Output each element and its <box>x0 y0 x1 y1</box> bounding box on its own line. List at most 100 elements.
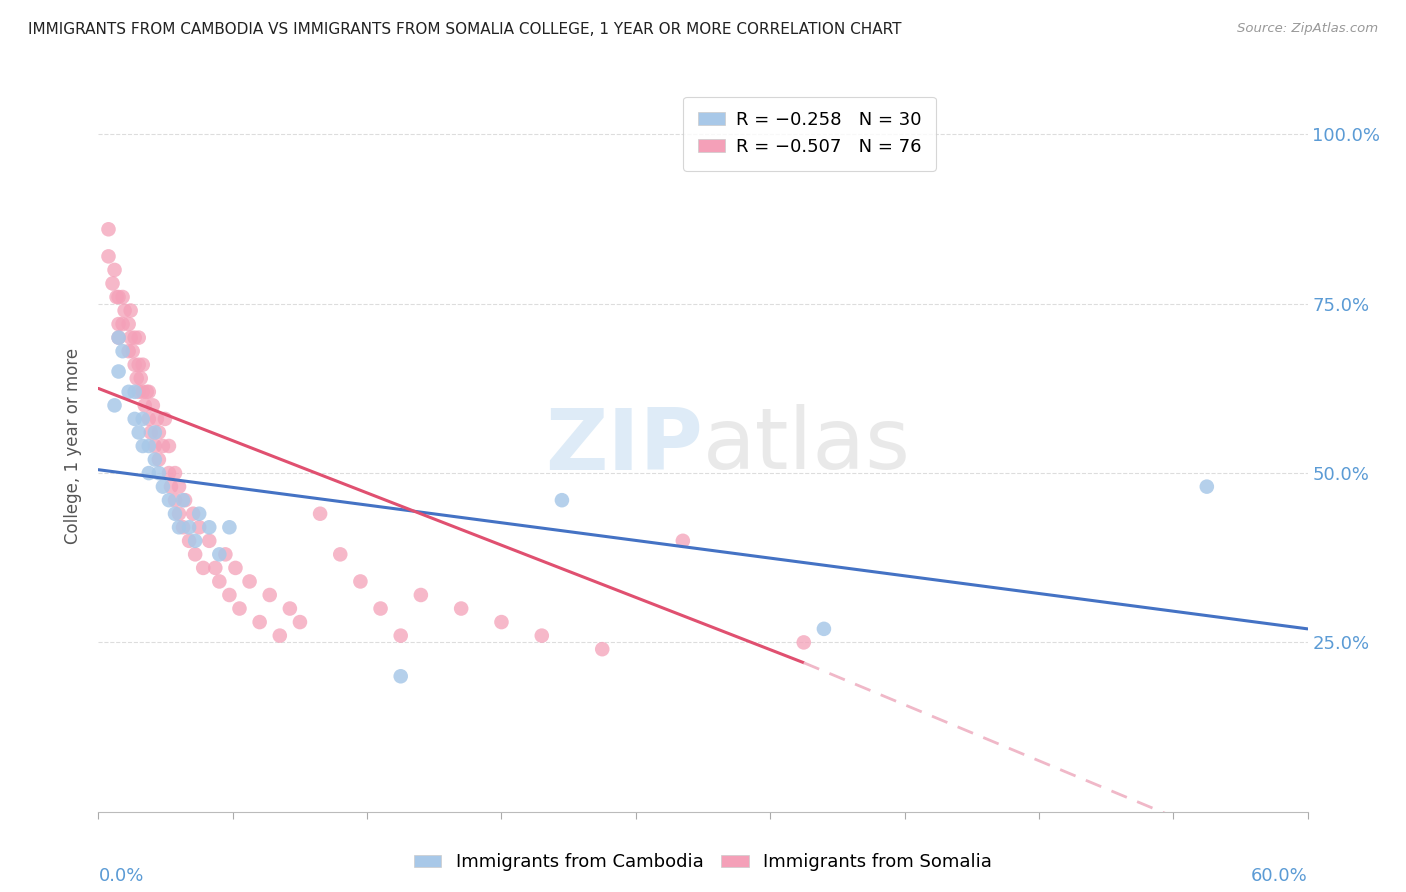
Point <box>152 480 174 494</box>
Point <box>278 601 301 615</box>
Point <box>128 358 150 372</box>
Point <box>389 629 412 643</box>
Point <box>409 588 432 602</box>
Point <box>101 277 124 291</box>
Point <box>218 520 240 534</box>
Point <box>107 331 129 345</box>
Point <box>135 384 157 399</box>
Point <box>132 439 155 453</box>
Point <box>198 520 221 534</box>
Point <box>107 317 129 331</box>
Point <box>228 601 250 615</box>
Point <box>97 249 120 263</box>
Point <box>329 547 352 561</box>
Point <box>152 439 174 453</box>
Text: ZIP: ZIP <box>546 404 703 488</box>
Point <box>530 629 553 643</box>
Point <box>349 574 371 589</box>
Point <box>111 290 134 304</box>
Point <box>179 533 201 548</box>
Point <box>167 480 190 494</box>
Point <box>146 412 169 426</box>
Point <box>188 520 211 534</box>
Point <box>129 371 152 385</box>
Point <box>157 466 180 480</box>
Point <box>138 384 160 399</box>
Text: 60.0%: 60.0% <box>1251 867 1308 885</box>
Point <box>184 547 207 561</box>
Point <box>181 507 204 521</box>
Point <box>111 344 134 359</box>
Point <box>389 669 412 683</box>
Point <box>118 384 141 399</box>
Point <box>142 398 165 412</box>
Point <box>143 439 166 453</box>
Point <box>148 466 170 480</box>
Point <box>813 622 835 636</box>
Point <box>107 364 129 378</box>
Point <box>124 331 146 345</box>
Point <box>103 398 125 412</box>
Point <box>138 466 160 480</box>
Point <box>134 398 156 412</box>
Point <box>167 507 190 521</box>
Point <box>1195 480 1218 494</box>
Point <box>157 439 180 453</box>
Point <box>288 615 311 629</box>
Point <box>214 547 236 561</box>
Text: atlas: atlas <box>703 404 911 488</box>
Legend: Immigrants from Cambodia, Immigrants from Somalia: Immigrants from Cambodia, Immigrants fro… <box>406 847 1000 879</box>
Text: IMMIGRANTS FROM CAMBODIA VS IMMIGRANTS FROM SOMALIA COLLEGE, 1 YEAR OR MORE CORR: IMMIGRANTS FROM CAMBODIA VS IMMIGRANTS F… <box>28 22 901 37</box>
Point <box>160 480 183 494</box>
Point <box>138 439 160 453</box>
Point <box>143 452 166 467</box>
Point <box>591 642 613 657</box>
Point <box>111 317 134 331</box>
Point <box>128 425 150 440</box>
Point <box>172 520 194 534</box>
Point <box>204 561 226 575</box>
Point <box>157 493 180 508</box>
Point <box>97 222 120 236</box>
Point <box>118 344 141 359</box>
Point <box>124 384 146 399</box>
Point <box>153 412 176 426</box>
Point <box>148 452 170 467</box>
Point <box>174 493 197 508</box>
Point <box>124 358 146 372</box>
Point <box>120 303 142 318</box>
Text: 0.0%: 0.0% <box>98 867 143 885</box>
Point <box>239 574 262 589</box>
Point <box>167 520 190 534</box>
Point <box>208 547 231 561</box>
Point <box>269 629 291 643</box>
Point <box>139 425 162 440</box>
Point <box>124 412 146 426</box>
Point <box>138 412 160 426</box>
Point <box>163 507 186 521</box>
Point <box>309 507 332 521</box>
Point <box>491 615 513 629</box>
Legend: R = −0.258   N = 30, R = −0.507   N = 76: R = −0.258 N = 30, R = −0.507 N = 76 <box>683 96 936 170</box>
Point <box>143 425 166 440</box>
Point <box>551 493 574 508</box>
Point <box>163 466 186 480</box>
Point <box>103 263 125 277</box>
Point <box>198 533 221 548</box>
Point <box>107 290 129 304</box>
Point <box>450 601 472 615</box>
Point <box>114 303 136 318</box>
Point <box>208 574 231 589</box>
Point <box>793 635 815 649</box>
Point <box>370 601 392 615</box>
Point <box>148 425 170 440</box>
Point <box>128 384 150 399</box>
Point <box>121 344 143 359</box>
Point <box>128 331 150 345</box>
Point <box>179 520 201 534</box>
Point <box>218 588 240 602</box>
Point <box>107 331 129 345</box>
Point <box>105 290 128 304</box>
Y-axis label: College, 1 year or more: College, 1 year or more <box>65 348 83 544</box>
Point <box>120 331 142 345</box>
